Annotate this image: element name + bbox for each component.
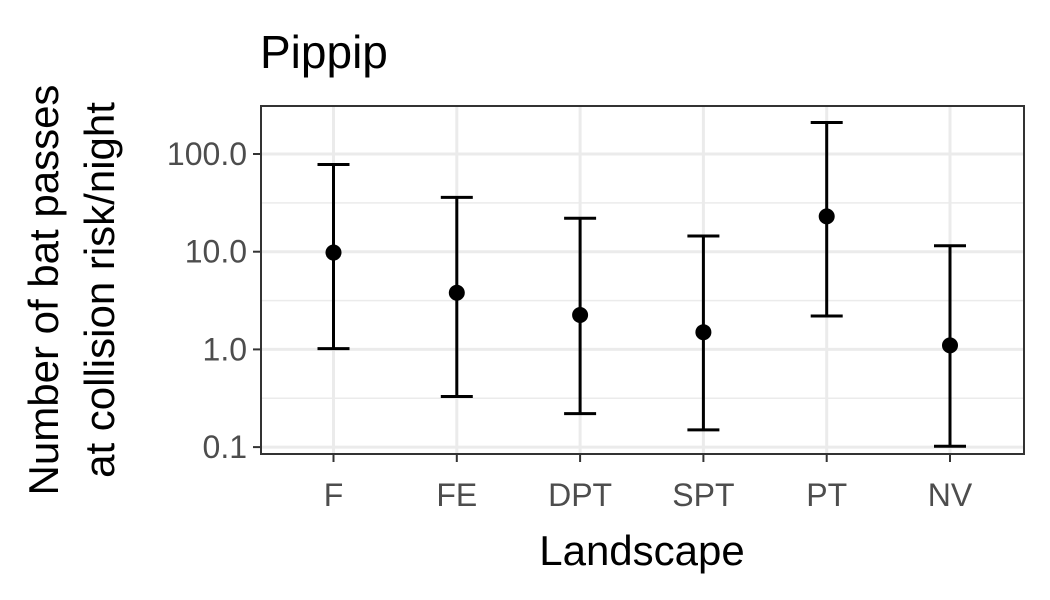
x-tick-label-SPT: SPT <box>672 477 734 513</box>
errorbar-group-SPT <box>687 234 720 432</box>
y-tick-label-1: 1.0 <box>203 331 247 367</box>
y-axis-title-line-1: Number of bat passes <box>20 85 67 496</box>
point-PT <box>818 208 835 225</box>
y-tick-label-0: 0.1 <box>203 429 247 465</box>
minor-gridlines <box>261 202 1024 400</box>
errorbar-group-F <box>317 163 350 351</box>
panel-border <box>260 105 1025 455</box>
y-axis-title: Number of bat passes at collision risk/n… <box>20 85 123 496</box>
point-NV <box>942 337 958 354</box>
y-tick-label-3: 100.0 <box>167 136 247 172</box>
point-SPT <box>695 324 712 341</box>
errorbar-group-NV <box>934 244 966 448</box>
y-tick-label-2: 10.0 <box>185 234 247 270</box>
x-tick-label-DPT: DPT <box>548 477 612 513</box>
point-DPT <box>572 306 589 323</box>
data-marks <box>317 121 966 448</box>
point-FE <box>448 284 465 301</box>
x-tick-label-NV: NV <box>928 477 973 513</box>
x-axis-title: Landscape <box>539 527 745 574</box>
errorbar-group-FE <box>440 195 473 398</box>
point-F <box>325 244 342 261</box>
y-axis-ticks: 0.1 1.0 10.0 100.0 <box>167 136 261 465</box>
errorbar-group-DPT <box>564 216 597 416</box>
x-tick-label-PT: PT <box>806 477 847 513</box>
x-tick-label-FE: FE <box>436 477 477 513</box>
y-axis-title-line-2: at collision risk/night <box>76 102 123 478</box>
chart-title: Pippip <box>260 26 388 78</box>
errorbar-group-PT <box>810 121 843 318</box>
x-tick-label-F: F <box>324 477 344 513</box>
x-axis-ticks: F FE DPT SPT PT NV <box>324 454 973 513</box>
major-gridlines <box>261 106 1024 454</box>
